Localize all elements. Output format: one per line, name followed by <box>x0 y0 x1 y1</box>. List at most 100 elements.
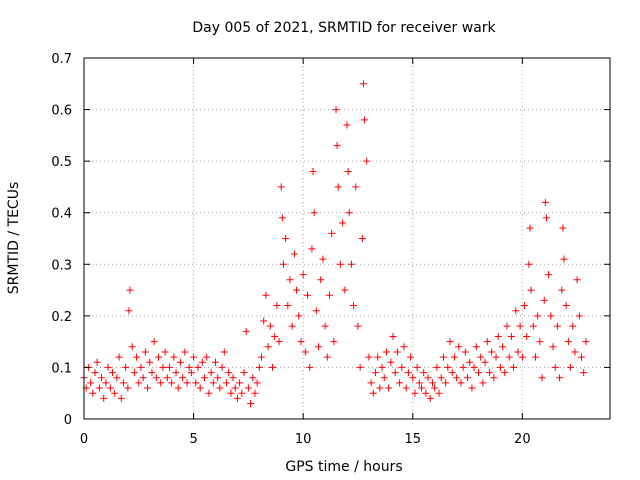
data-point <box>233 394 241 402</box>
data-point <box>286 276 294 284</box>
data-point <box>333 142 341 150</box>
data-point <box>365 353 373 361</box>
data-point <box>253 379 261 387</box>
data-point <box>371 369 379 377</box>
data-point <box>268 363 276 371</box>
data-point <box>496 363 504 371</box>
data-point <box>293 286 301 294</box>
data-point <box>501 369 509 377</box>
data-point <box>174 384 182 392</box>
data-point <box>332 106 340 114</box>
data-point <box>437 374 445 382</box>
data-point <box>571 348 579 356</box>
data-point <box>354 322 362 330</box>
data-point <box>455 343 463 351</box>
data-point <box>271 332 279 340</box>
data-point <box>93 358 101 366</box>
data-point <box>301 348 309 356</box>
data-point <box>518 353 526 361</box>
data-point <box>141 348 149 356</box>
data-point <box>433 363 441 371</box>
data-point <box>321 322 329 330</box>
data-point <box>220 348 228 356</box>
y-tick-label: 0.3 <box>51 258 72 273</box>
data-point <box>527 286 535 294</box>
data-point <box>398 363 406 371</box>
data-point <box>492 353 500 361</box>
data-point <box>431 384 439 392</box>
data-point <box>319 255 327 263</box>
data-point <box>567 363 575 371</box>
y-axis-label: SRMTID / TECUs <box>6 182 22 295</box>
data-point <box>407 353 415 361</box>
data-point <box>516 322 524 330</box>
data-point <box>479 379 487 387</box>
data-point <box>264 343 272 351</box>
data-point <box>531 353 539 361</box>
data-point <box>115 353 123 361</box>
x-tick-label: 5 <box>189 432 197 447</box>
data-point <box>376 384 384 392</box>
data-point <box>344 167 352 175</box>
data-point <box>538 374 546 382</box>
data-point <box>359 80 367 88</box>
data-point <box>308 245 316 253</box>
data-point <box>556 374 564 382</box>
data-point <box>367 379 375 387</box>
data-point <box>450 353 458 361</box>
data-point <box>369 389 377 397</box>
data-point <box>459 363 467 371</box>
data-point <box>117 394 125 402</box>
data-point <box>266 322 274 330</box>
y-tick-label: 0.1 <box>51 361 72 376</box>
data-point <box>172 369 180 377</box>
data-point <box>521 302 529 310</box>
data-point <box>580 369 588 377</box>
data-point <box>490 374 498 382</box>
data-point <box>347 260 355 268</box>
data-point <box>317 276 325 284</box>
plot-border <box>83 57 611 420</box>
data-point <box>448 369 456 377</box>
data-point <box>551 363 559 371</box>
data-point <box>231 384 239 392</box>
data-point <box>507 332 515 340</box>
data-point <box>512 307 520 315</box>
data-point <box>104 363 112 371</box>
data-point <box>124 384 132 392</box>
data-point <box>477 353 485 361</box>
data-point <box>485 369 493 377</box>
data-point <box>242 327 250 335</box>
data-point <box>170 353 178 361</box>
x-axis-label: GPS time / hours <box>285 459 402 475</box>
data-point <box>119 379 127 387</box>
data-point <box>126 286 134 294</box>
data-point <box>356 363 364 371</box>
data-point <box>304 291 312 299</box>
data-point <box>529 322 537 330</box>
data-point <box>98 374 106 382</box>
data-point <box>483 338 491 346</box>
data-point <box>91 369 99 377</box>
y-tick-label: 0.2 <box>51 310 72 325</box>
data-point <box>374 353 382 361</box>
data-point <box>446 338 454 346</box>
data-point <box>278 214 286 222</box>
data-point <box>100 394 108 402</box>
data-point <box>505 353 513 361</box>
data-point <box>187 369 195 377</box>
data-point <box>534 312 542 320</box>
data-point <box>361 116 369 124</box>
data-point <box>185 363 193 371</box>
data-point <box>420 369 428 377</box>
data-point <box>106 384 114 392</box>
data-point <box>295 312 303 320</box>
data-point <box>176 358 184 366</box>
data-point <box>297 338 305 346</box>
data-point <box>146 358 154 366</box>
data-point <box>163 374 171 382</box>
data-point <box>111 389 119 397</box>
data-point <box>214 374 222 382</box>
data-point <box>328 229 336 237</box>
